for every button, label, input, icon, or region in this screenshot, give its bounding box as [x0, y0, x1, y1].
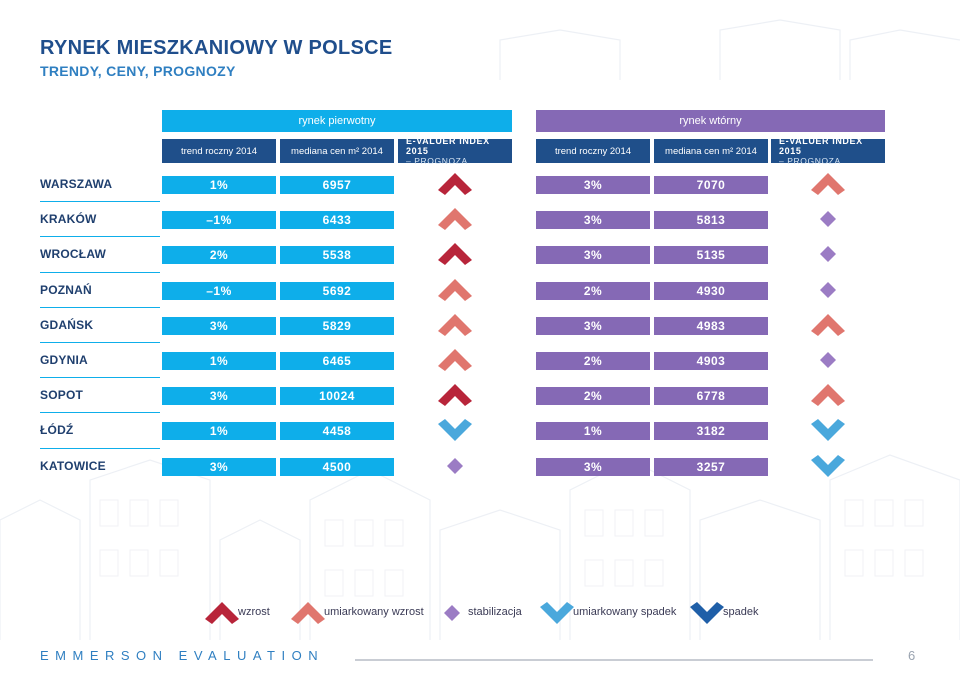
secondary-index-icon: [820, 246, 836, 263]
primary-median-bar: 6957: [280, 176, 394, 194]
secondary-median-bar: 4983: [654, 316, 768, 335]
primary-index-icon: [438, 208, 472, 231]
secondary-median-bar: 3182: [654, 422, 768, 441]
col-header-secondary-index-sub: – PROGNOZA: [779, 156, 841, 166]
secondary-median-bar: 3257: [654, 457, 768, 476]
primary-trend-bar: 1%: [162, 352, 276, 370]
secondary-median-bar: 4903: [654, 352, 768, 370]
secondary-index-icon: [820, 352, 836, 368]
secondary-trend-bar: 3%: [536, 211, 650, 230]
primary-median-bar: 5829: [280, 316, 394, 335]
primary-trend-bar: –1%: [162, 281, 276, 300]
group-header-secondary: rynek wtórny: [536, 110, 885, 132]
secondary-trend-bar: 3%: [536, 176, 650, 194]
primary-trend-bar: 1%: [162, 176, 276, 194]
row-separator: [40, 377, 160, 379]
secondary-index-icon: [811, 454, 845, 477]
secondary-trend-bar: 2%: [536, 281, 650, 300]
row-separator: [40, 342, 160, 343]
city-label: KATOWICE: [40, 458, 106, 473]
primary-index-icon: [438, 384, 472, 407]
legend-umiarkowany-wzrost-icon: [291, 602, 325, 624]
page-title: RYNEK MIESZKANIOWY W POLSCE: [40, 37, 393, 59]
col-header-secondary-index: E-VALUER INDEX 2015 – PROGNOZA: [771, 136, 885, 166]
primary-index-icon: [438, 349, 472, 371]
col-header-primary-trend: trend roczny 2014: [162, 139, 276, 163]
legend-label: wzrost: [238, 606, 270, 618]
col-header-primary-index: E-VALUER INDEX 2015 – PROGNOZA: [398, 136, 512, 166]
col-header-secondary-index-name: E-VALUER INDEX 2015: [779, 136, 863, 156]
secondary-index-icon: [811, 384, 845, 407]
secondary-trend-bar: 3%: [536, 246, 650, 265]
primary-median-bar: 4458: [280, 422, 394, 441]
city-label: SOPOT: [40, 388, 84, 403]
primary-median-bar: 10024: [280, 387, 394, 406]
city-label: WROCŁAW: [40, 247, 107, 262]
primary-trend-bar: –1%: [162, 211, 276, 230]
row-separator: [40, 306, 160, 308]
secondary-trend-bar: 1%: [536, 422, 650, 441]
row-separator: [40, 412, 160, 414]
primary-trend-bar: 3%: [162, 316, 276, 335]
col-header-primary-index-name: E-VALUER INDEX 2015: [406, 136, 490, 156]
secondary-median-bar: 5813: [654, 211, 768, 230]
legend-label: stabilizacja: [468, 606, 522, 618]
secondary-trend-bar: 3%: [536, 316, 650, 335]
secondary-median-bar: 6778: [654, 387, 768, 406]
primary-median-bar: 6465: [280, 352, 394, 370]
primary-median-bar: 6433: [280, 211, 394, 230]
legend-label: umiarkowany wzrost: [324, 606, 424, 618]
secondary-index-icon: [820, 211, 836, 228]
row-separator: [40, 447, 160, 449]
legend-label: umiarkowany spadek: [573, 606, 677, 618]
col-header-primary-index-sub: – PROGNOZA: [406, 156, 468, 166]
row-separator: [40, 271, 160, 273]
primary-median-bar: 5692: [280, 281, 394, 300]
secondary-median-bar: 4930: [654, 281, 768, 300]
col-header-secondary-median: mediana cen m² 2014: [654, 139, 768, 163]
legend-wzrost-icon: [205, 602, 239, 624]
primary-index-icon: [438, 278, 472, 301]
primary-trend-bar: 2%: [162, 246, 276, 265]
primary-trend-bar: 3%: [162, 457, 276, 476]
legend-umiarkowany-spadek-icon: [540, 602, 574, 624]
legend-stabilizacja-icon: [444, 605, 460, 621]
row-separator: [40, 236, 160, 238]
primary-median-bar: 4500: [280, 457, 394, 476]
row-separator: [40, 201, 160, 203]
secondary-median-bar: 5135: [654, 246, 768, 265]
col-header-primary-median: mediana cen m² 2014: [280, 139, 394, 163]
footer-brand: EMMERSON EVALUATION: [40, 648, 325, 663]
footer-divider: [355, 659, 873, 661]
city-label: WARSZAWA: [40, 177, 113, 191]
city-label: GDAŃSK: [40, 317, 94, 332]
secondary-index-icon: [811, 173, 845, 195]
secondary-trend-bar: 2%: [536, 387, 650, 406]
primary-trend-bar: 1%: [162, 422, 276, 441]
city-label: ŁÓDŹ: [40, 423, 74, 438]
col-header-secondary-trend: trend roczny 2014: [536, 139, 650, 163]
secondary-index-icon: [811, 313, 845, 336]
city-label: GDYNIA: [40, 353, 88, 367]
legend-label: spadek: [723, 606, 759, 618]
primary-median-bar: 5538: [280, 246, 394, 265]
city-label: KRAKÓW: [40, 212, 97, 227]
primary-trend-bar: 3%: [162, 387, 276, 406]
primary-index-icon: [447, 457, 463, 474]
secondary-trend-bar: 3%: [536, 457, 650, 476]
page-subtitle: TRENDY, CENY, PROGNOZY: [40, 63, 236, 79]
city-label: POZNAŃ: [40, 282, 92, 297]
legend-spadek-icon: [690, 602, 724, 624]
primary-index-icon: [438, 419, 472, 442]
primary-index-icon: [438, 173, 472, 195]
primary-index-icon: [438, 243, 472, 266]
group-header-primary: rynek pierwotny: [162, 110, 512, 132]
secondary-index-icon: [811, 419, 845, 442]
secondary-trend-bar: 2%: [536, 352, 650, 370]
page-number: 6: [908, 648, 916, 663]
secondary-index-icon: [820, 281, 836, 298]
secondary-median-bar: 7070: [654, 176, 768, 194]
primary-index-icon: [438, 313, 472, 336]
